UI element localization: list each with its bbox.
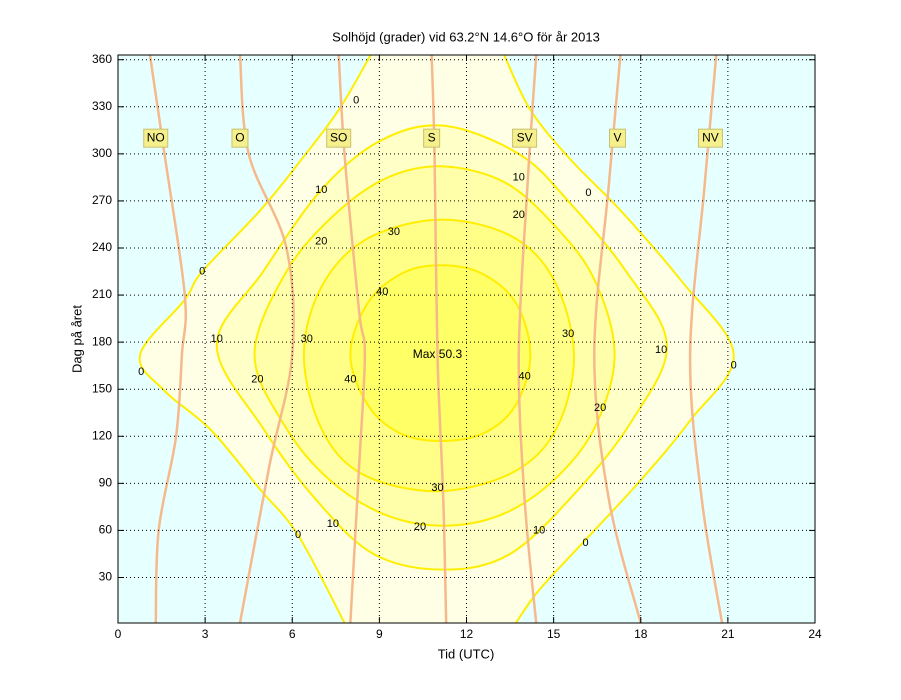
contour-label: 0 <box>199 265 205 277</box>
contour-label: 10 <box>211 333 223 345</box>
plot-area: 0 3 6 9 12 15 18 21 24 30 60 90 120 150 180 210 240 270 30… <box>92 52 822 641</box>
y-tick-label: 300 <box>92 146 112 160</box>
y-tick-label: 270 <box>92 193 112 207</box>
azimuth-label-box <box>231 128 249 148</box>
contour-label: 40 <box>344 374 356 386</box>
contour-line <box>302 218 575 493</box>
contour-label: 0 <box>138 366 144 378</box>
contour-label: 20 <box>251 374 263 386</box>
contour-label: 0 <box>583 537 589 549</box>
x-tick-label: 12 <box>460 627 474 641</box>
contour-label: 30 <box>431 482 443 494</box>
plot-frame <box>117 54 816 624</box>
contour-label: 40 <box>518 371 530 383</box>
y-tick-label: 360 <box>92 52 112 66</box>
y-tick-label: 240 <box>92 240 112 254</box>
azimuth-label-box <box>143 128 169 148</box>
contour-label: 40 <box>376 286 388 298</box>
azimuth-label: O <box>235 130 244 144</box>
contour-label: 0 <box>731 360 737 372</box>
chart-title: Solhöjd (grader) vid 63.2°N 14.6°O för å… <box>332 29 600 44</box>
contour-label: 10 <box>327 518 339 530</box>
azimuth-label-box <box>326 128 352 148</box>
y-tick-label: 120 <box>92 428 112 442</box>
contour-label: 10 <box>315 184 327 196</box>
contour-label: 20 <box>594 402 606 414</box>
azimuth-label: SV <box>517 130 533 144</box>
y-tick-label: 30 <box>99 570 113 584</box>
azimuth-label-box <box>423 128 441 148</box>
x-axis-label: Tid (UTC) <box>438 646 495 661</box>
y-tick-label: 180 <box>92 334 112 348</box>
azimuth-label: NV <box>702 130 719 144</box>
x-tick-label: 21 <box>721 627 735 641</box>
contour-line <box>503 55 735 623</box>
y-tick-label: 330 <box>92 99 112 113</box>
y-tick-label: 60 <box>99 523 113 537</box>
x-tick-label: 18 <box>634 627 648 641</box>
contour-line <box>349 264 532 442</box>
contour-line <box>138 55 372 623</box>
azimuth-label: S <box>428 130 436 144</box>
y-axis-label: Dag på året <box>69 305 84 373</box>
contour-label: 0 <box>295 529 301 541</box>
y-tick-label: 150 <box>92 381 112 395</box>
x-tick-label: 3 <box>202 627 209 641</box>
azimuth-label: V <box>614 130 622 144</box>
azimuth-line <box>238 55 295 623</box>
contour-group <box>138 55 735 623</box>
azimuth-label-box <box>609 128 627 148</box>
x-tick-label: 0 <box>115 627 122 641</box>
contour-label: 10 <box>513 171 525 183</box>
contour-label: 20 <box>414 521 426 533</box>
azimuth-line <box>337 55 367 623</box>
azimuth-label: SO <box>330 130 347 144</box>
azimuth-label: NO <box>147 130 165 144</box>
y-tick-label: 90 <box>99 476 113 490</box>
x-tick-label: 24 <box>808 627 822 641</box>
x-tick-label: 6 <box>289 627 296 641</box>
contour-fill <box>350 265 531 441</box>
max-label: Max 50.3 <box>413 347 463 361</box>
contour-line <box>215 124 668 571</box>
contour-label: 0 <box>353 94 359 106</box>
contour-label: 20 <box>315 236 327 248</box>
contour-label: 0 <box>585 187 591 199</box>
contour-label: 20 <box>513 209 525 221</box>
x-tick-label: 9 <box>376 627 383 641</box>
azimuth-label-box <box>512 128 538 148</box>
x-tick-label: 15 <box>547 627 561 641</box>
contour-label: 10 <box>655 344 667 356</box>
contour-label: 10 <box>533 524 545 536</box>
contour-label: 30 <box>301 333 313 345</box>
contour-line <box>253 165 616 527</box>
azimuth-label-box <box>697 128 723 148</box>
contour-label: 30 <box>388 226 400 238</box>
contour-label: 30 <box>562 328 574 340</box>
y-tick-label: 210 <box>92 287 112 301</box>
